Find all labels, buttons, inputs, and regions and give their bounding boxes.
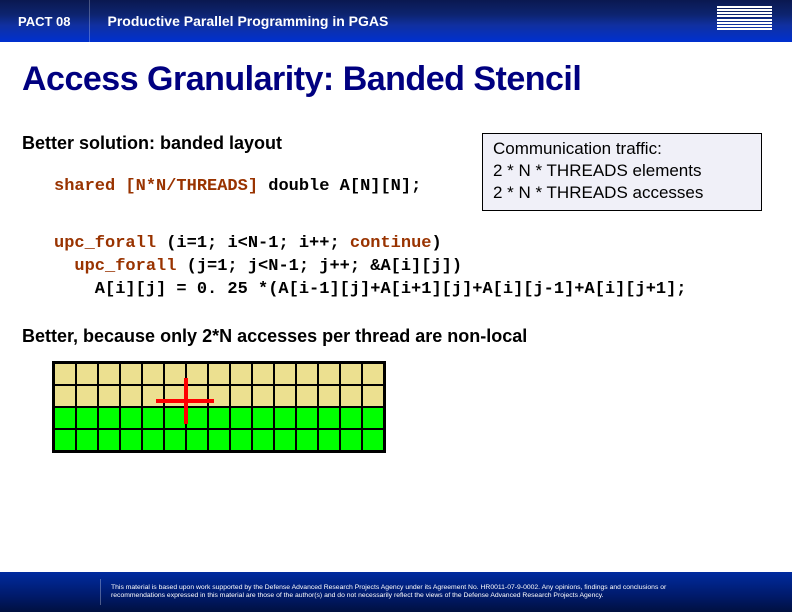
grid-cell <box>142 429 164 451</box>
grid-cell <box>98 363 120 385</box>
grid-cell <box>362 429 384 451</box>
grid-cell <box>296 429 318 451</box>
grid-cell <box>142 385 164 407</box>
kw-continue: continue <box>350 234 432 253</box>
comm-line1: Communication traffic: <box>493 138 751 160</box>
grid-cell <box>362 407 384 429</box>
communication-box: Communication traffic: 2 * N * THREADS e… <box>482 133 762 211</box>
grid-cell <box>274 385 296 407</box>
grid-cell <box>186 407 208 429</box>
grid-cell <box>252 363 274 385</box>
grid-cell <box>54 385 76 407</box>
grid-cell <box>76 407 98 429</box>
grid-cell <box>340 385 362 407</box>
grid-cell <box>98 385 120 407</box>
grid-cell <box>274 429 296 451</box>
grid-cell <box>318 385 340 407</box>
grid-cell <box>164 385 186 407</box>
grid-cell <box>362 363 384 385</box>
loop-l2b: (j=1; j<N-1; j++; &A[i][j]) <box>176 257 462 276</box>
block-spec: [N*N/THREADS] <box>115 177 258 196</box>
grid-cell <box>274 363 296 385</box>
grid-cell <box>340 363 362 385</box>
grid-cell <box>98 429 120 451</box>
disclaimer-text: This material is based upon work support… <box>111 584 671 601</box>
kw-shared: shared <box>54 177 115 196</box>
grid-cell <box>208 385 230 407</box>
grid-cell <box>208 429 230 451</box>
grid-cell <box>54 429 76 451</box>
grid-cell <box>164 363 186 385</box>
grid-cell <box>362 385 384 407</box>
grid-cell <box>230 407 252 429</box>
grid-cell <box>120 429 142 451</box>
grid-cell <box>274 407 296 429</box>
grid-cell <box>142 407 164 429</box>
kw-upcforall-1: upc_forall <box>54 234 156 253</box>
grid-cell <box>186 429 208 451</box>
loop-l3: A[i][j] = 0. 25 *(A[i-1][j]+A[i+1][j]+A[… <box>54 280 687 299</box>
better-because: Better, because only 2*N accesses per th… <box>22 326 762 347</box>
grid-cell <box>76 385 98 407</box>
grid-cell <box>54 363 76 385</box>
decl-rest: double A[N][N]; <box>258 177 421 196</box>
conference-tag: PACT 08 <box>0 0 90 42</box>
comm-line2: 2 * N * THREADS elements <box>493 160 751 182</box>
kw-upcforall-2: upc_forall <box>54 257 176 276</box>
ibm-logo-icon <box>717 6 772 30</box>
grid-cell <box>252 407 274 429</box>
grid-cell <box>230 385 252 407</box>
grid-cell <box>340 407 362 429</box>
banded-grid-diagram <box>52 361 382 461</box>
tutorial-title: Productive Parallel Programming in PGAS <box>90 0 407 42</box>
loop-l1b: (i=1; i<N-1; i++; <box>156 234 350 253</box>
grid-cell <box>318 363 340 385</box>
grid-cell <box>54 407 76 429</box>
grid-cell <box>296 363 318 385</box>
grid-cell <box>296 385 318 407</box>
slide-body: Access Granularity: Banded Stencil Bette… <box>0 42 792 461</box>
grid-cell <box>252 429 274 451</box>
grid-cell <box>120 407 142 429</box>
grid <box>52 361 386 453</box>
grid-cell <box>76 429 98 451</box>
grid-cell <box>186 363 208 385</box>
grid-cell <box>98 407 120 429</box>
grid-cell <box>208 407 230 429</box>
header-left: PACT 08 Productive Parallel Programming … <box>0 0 406 42</box>
slide-title: Access Granularity: Banded Stencil <box>22 60 762 99</box>
grid-cell <box>186 385 208 407</box>
grid-cell <box>208 363 230 385</box>
grid-cell <box>164 407 186 429</box>
shared-declaration: shared [N*N/THREADS] double A[N][N]; <box>54 176 454 199</box>
slide-footer: This material is based upon work support… <box>0 572 792 612</box>
loop-l1d: ) <box>432 234 442 253</box>
grid-cell <box>230 429 252 451</box>
grid-cell <box>296 407 318 429</box>
footer-separator <box>100 579 101 605</box>
grid-cell <box>164 429 186 451</box>
solution-row: Better solution: banded layout shared [N… <box>22 133 762 211</box>
loop-code: upc_forall (i=1; i<N-1; i++; continue) u… <box>54 233 762 302</box>
slide-header: PACT 08 Productive Parallel Programming … <box>0 0 792 42</box>
grid-cell <box>120 363 142 385</box>
grid-cell <box>318 407 340 429</box>
grid-cell <box>252 385 274 407</box>
grid-cell <box>318 429 340 451</box>
solution-left: Better solution: banded layout shared [N… <box>22 133 454 199</box>
better-solution-heading: Better solution: banded layout <box>22 133 454 154</box>
grid-cell <box>340 429 362 451</box>
grid-cell <box>120 385 142 407</box>
grid-cell <box>230 363 252 385</box>
comm-line3: 2 * N * THREADS accesses <box>493 182 751 204</box>
grid-cell <box>142 363 164 385</box>
grid-cell <box>76 363 98 385</box>
